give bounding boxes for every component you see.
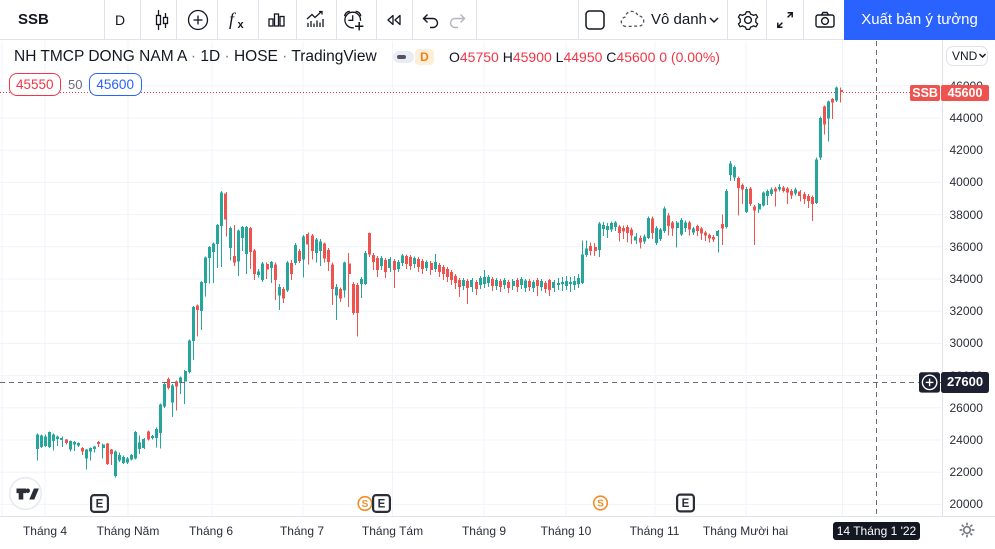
svg-text:f: f [229,9,237,29]
svg-text:E: E [682,498,690,510]
svg-text:S: S [597,499,604,510]
svg-text:x: x [238,19,245,31]
svg-text:E: E [96,499,104,511]
svg-text:E: E [378,499,386,511]
svg-text:S: S [362,499,369,510]
